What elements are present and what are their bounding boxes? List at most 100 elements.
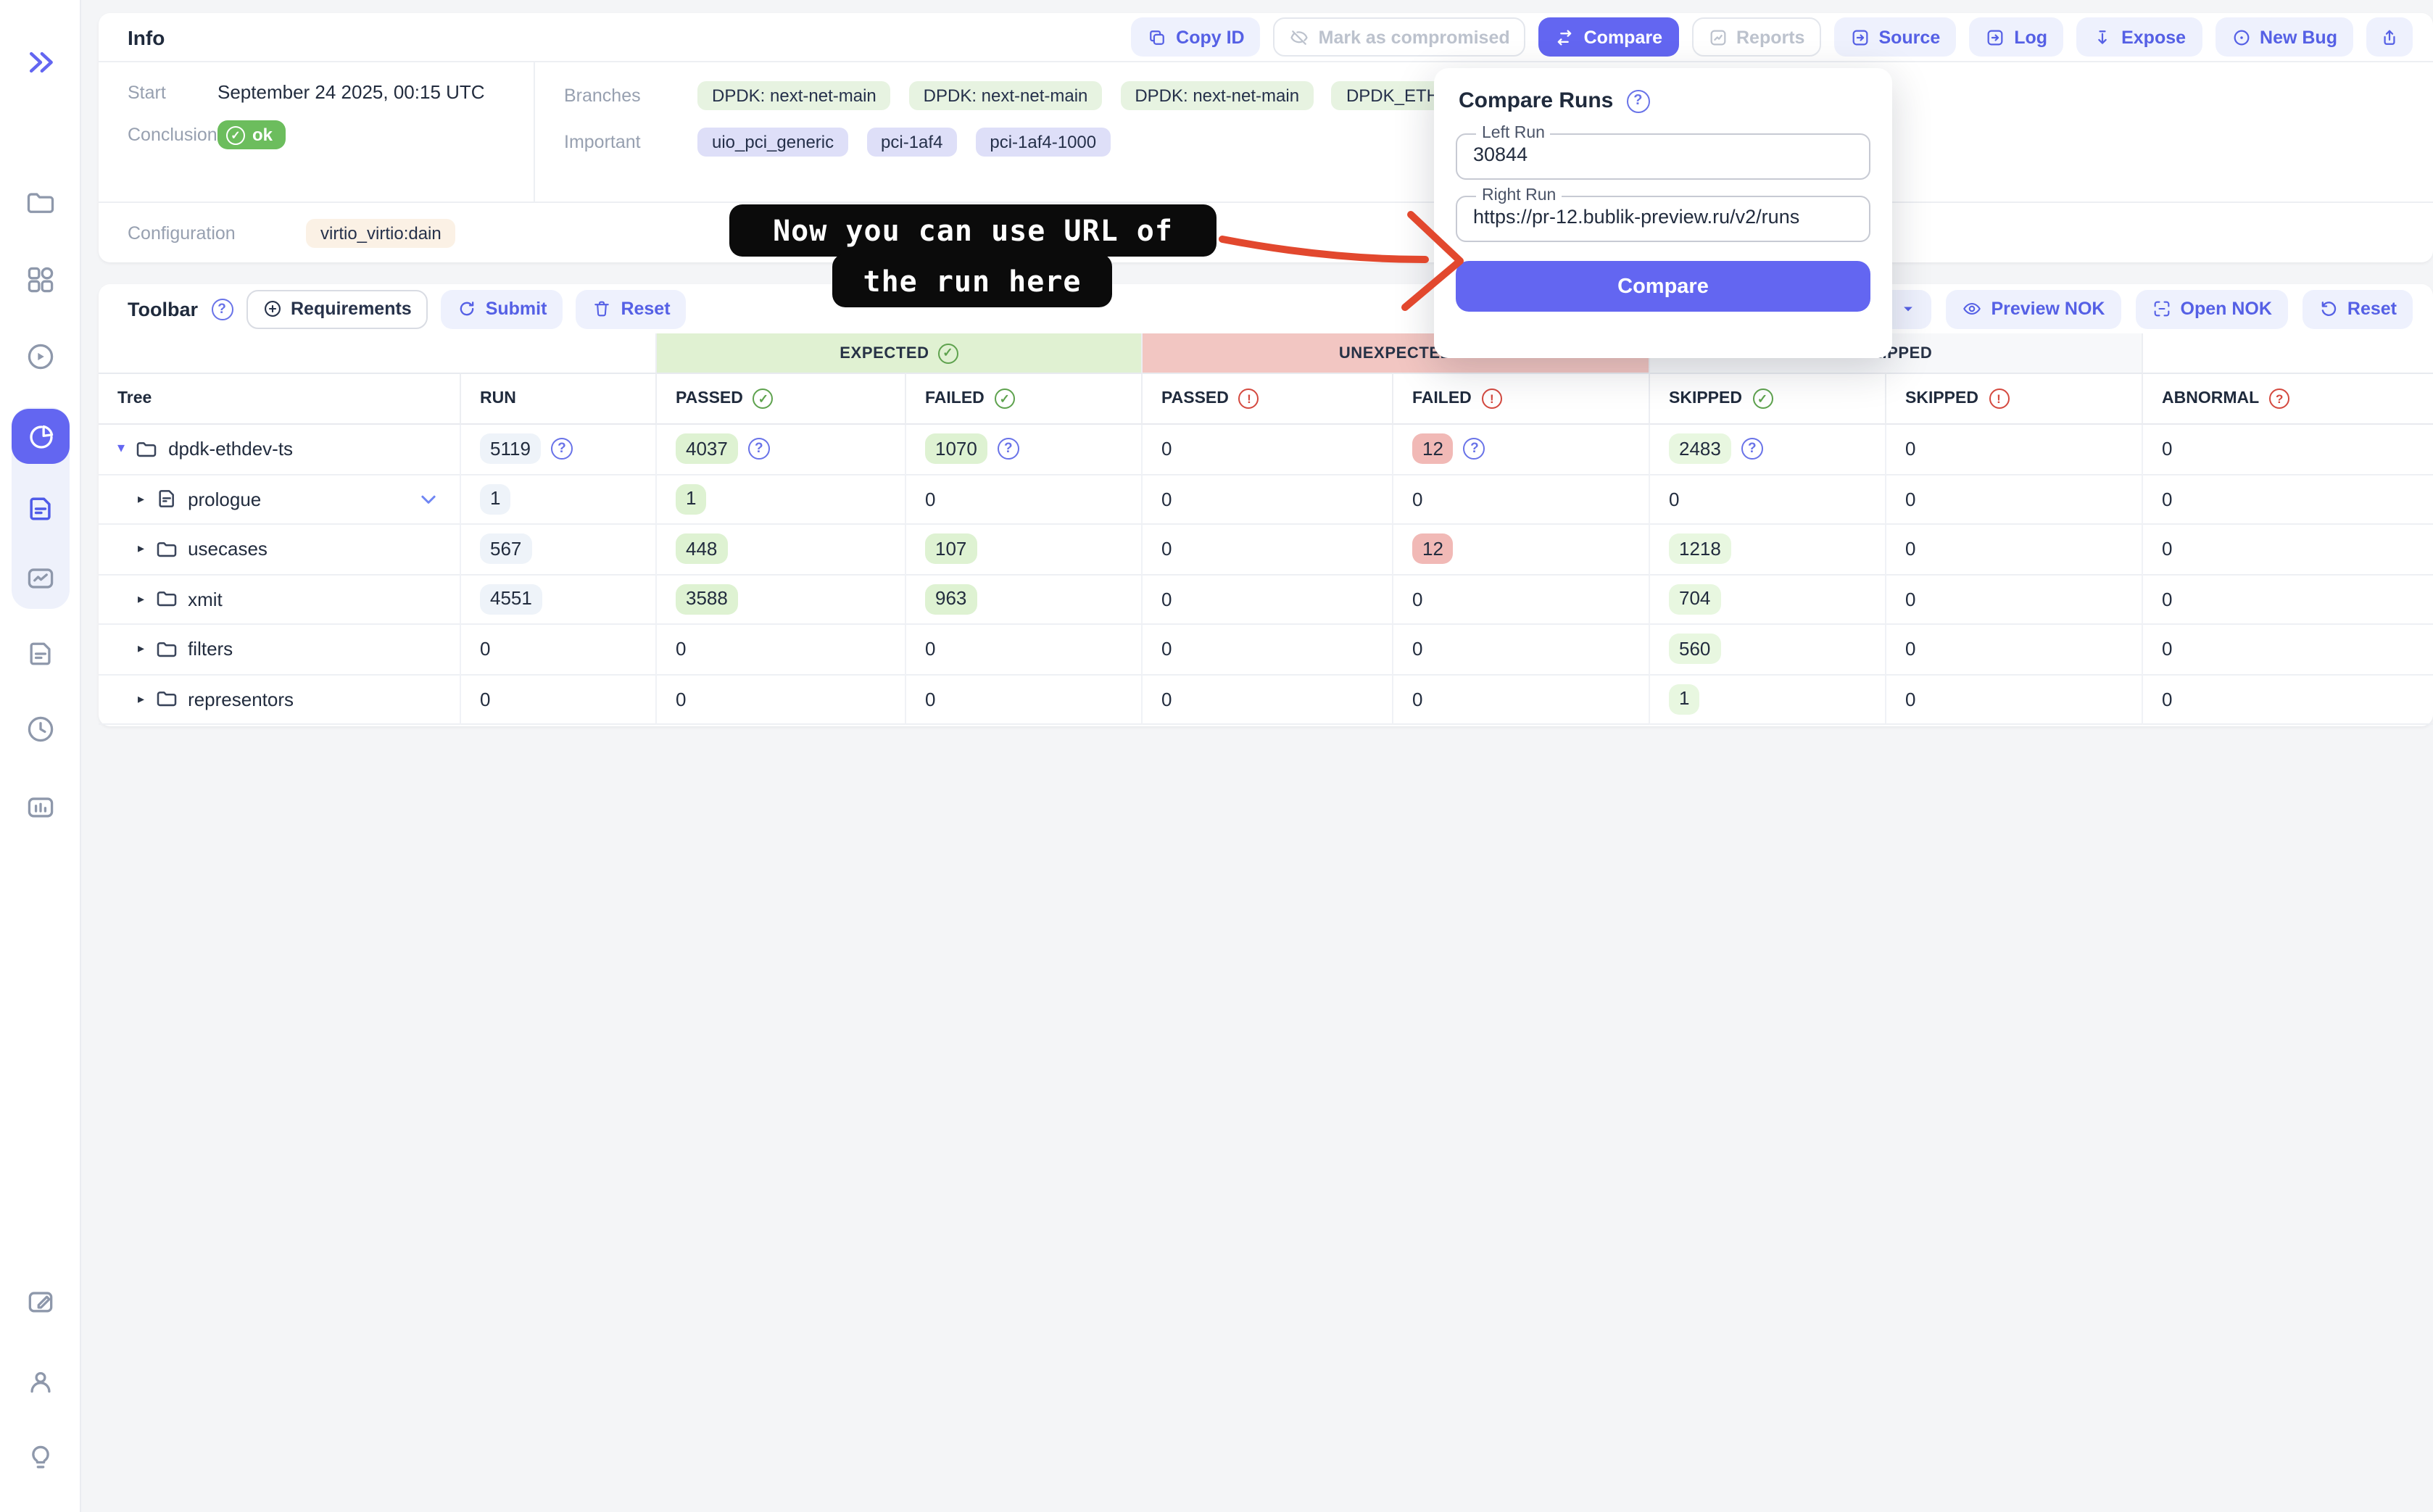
- history-clock-icon[interactable]: [25, 713, 57, 745]
- skipped-expected-badge[interactable]: 2483: [1669, 433, 1731, 465]
- question-circle-icon[interactable]: [747, 438, 770, 460]
- help-icon[interactable]: [1626, 89, 1650, 112]
- page-title: Info: [128, 25, 165, 49]
- abnormal-header: ABNORMAL: [2143, 373, 2433, 425]
- share-button[interactable]: [2366, 17, 2413, 57]
- caret-right-icon[interactable]: [138, 641, 144, 657]
- user-icon[interactable]: [25, 1366, 57, 1397]
- question-circle-icon[interactable]: [550, 438, 573, 460]
- mark-compromised-button[interactable]: Mark as compromised: [1273, 17, 1526, 57]
- important-tag[interactable]: pci-1af4: [866, 128, 958, 157]
- right-run-input[interactable]: https://pr-12.bublik-preview.ru/v2/runs: [1473, 206, 1800, 228]
- passed-expected-badge[interactable]: 4037: [676, 433, 738, 465]
- branch-tag[interactable]: DPDK: next-net-main: [908, 81, 1103, 110]
- expand-sidebar-icon[interactable]: [25, 46, 57, 78]
- passed-expected-badge[interactable]: 3588: [676, 583, 738, 615]
- passed-expected-badge[interactable]: 1: [676, 483, 707, 515]
- skipped-expected-badge[interactable]: 560: [1669, 634, 1721, 665]
- alert-circle-icon: [1989, 389, 2009, 409]
- reset-columns-button[interactable]: Reset: [2302, 289, 2413, 328]
- table-row: representors 0 0 0 0 0 1 0 0: [99, 675, 2433, 725]
- failed-expected-badge[interactable]: 963: [925, 583, 977, 615]
- lightbulb-icon[interactable]: [25, 1442, 57, 1474]
- caret-right-icon[interactable]: [138, 491, 144, 507]
- caret-right-icon[interactable]: [138, 541, 144, 557]
- cell-value: 0: [1161, 488, 1172, 510]
- cell-value: 0: [1412, 588, 1423, 610]
- branch-tag[interactable]: DPDK: next-net-main: [1120, 81, 1314, 110]
- passed-expected-badge[interactable]: 448: [676, 533, 728, 565]
- cell-value: 0: [2162, 688, 2173, 710]
- question-circle-icon[interactable]: [1741, 438, 1763, 460]
- submit-button[interactable]: Submit: [440, 289, 563, 328]
- toolbar-title: Toolbar: [128, 298, 198, 320]
- failed-unexpected-badge[interactable]: 12: [1412, 533, 1454, 565]
- left-run-field[interactable]: Left Run 30844: [1456, 125, 1870, 180]
- new-bug-button[interactable]: New Bug: [2215, 17, 2353, 57]
- reset-button[interactable]: Reset: [576, 289, 687, 328]
- sidebar: [0, 0, 81, 1512]
- run-count-badge[interactable]: 567: [480, 533, 532, 565]
- failed-expected-header: FAILED: [906, 373, 1143, 425]
- check-circle-icon: [753, 389, 774, 409]
- run-count-badge[interactable]: 4551: [480, 583, 542, 615]
- compare-runs-popover: Compare Runs Left Run 30844 Right Run ht…: [1434, 68, 1892, 358]
- conclusion-label: Conclusion: [128, 125, 217, 145]
- tree-node-representors[interactable]: representors: [99, 675, 461, 725]
- question-circle-icon[interactable]: [1463, 438, 1485, 460]
- open-nok-button[interactable]: Open NOK: [2135, 289, 2288, 328]
- caret-right-icon[interactable]: [138, 591, 144, 607]
- left-run-input[interactable]: 30844: [1473, 144, 1528, 165]
- failed-unexpected-badge[interactable]: 12: [1412, 433, 1454, 465]
- cell-value: 0: [1412, 488, 1423, 510]
- compare-button[interactable]: Compare: [1538, 17, 1678, 57]
- run-count-badge[interactable]: 1: [480, 483, 511, 515]
- arrow-box-icon: [1852, 29, 1868, 45]
- preview-nok-button[interactable]: Preview NOK: [1946, 289, 2121, 328]
- question-circle-icon[interactable]: [997, 438, 1019, 460]
- chevron-down-icon[interactable]: [418, 489, 439, 510]
- failed-expected-badge[interactable]: 107: [925, 533, 977, 565]
- important-tag[interactable]: uio_pci_generic: [697, 128, 849, 157]
- caret-down-icon[interactable]: [117, 441, 125, 457]
- check-circle-icon: [937, 343, 958, 363]
- tree-node-xmit[interactable]: xmit: [99, 575, 461, 625]
- failed-expected-badge[interactable]: 1070: [925, 433, 987, 465]
- right-run-field[interactable]: Right Run https://pr-12.bublik-preview.r…: [1456, 187, 1870, 242]
- play-circle-icon[interactable]: [25, 341, 57, 373]
- requirements-button[interactable]: Requirements: [246, 289, 428, 328]
- compose-edit-icon[interactable]: [25, 1286, 57, 1318]
- tree-node-filters[interactable]: filters: [99, 625, 461, 675]
- help-icon[interactable]: [211, 298, 233, 320]
- cell-value: 0: [1905, 488, 1916, 510]
- log-button[interactable]: Log: [1969, 17, 2064, 57]
- tree-node-dpdk-ethdev-ts[interactable]: dpdk-ethdev-ts: [99, 425, 461, 475]
- expose-button[interactable]: Expose: [2076, 17, 2202, 57]
- skipped-expected-badge[interactable]: 1: [1669, 684, 1700, 715]
- skipped-expected-badge[interactable]: 1218: [1669, 533, 1731, 565]
- cell-value: 0: [1412, 688, 1423, 710]
- folder-icon[interactable]: [25, 187, 57, 219]
- caret-right-icon[interactable]: [138, 691, 144, 707]
- copy-id-button[interactable]: Copy ID: [1131, 17, 1261, 57]
- check-circle-icon: [1752, 389, 1773, 409]
- pie-chart-icon[interactable]: [12, 409, 70, 464]
- bar-chart-icon[interactable]: [25, 792, 57, 823]
- document-icon[interactable]: [25, 638, 57, 670]
- results-column-header-row: Tree RUN PASSED FAILED PASSED FAILED SKI…: [99, 373, 2433, 425]
- log-document-icon[interactable]: [25, 493, 57, 525]
- tree-node-usecases[interactable]: usecases: [99, 525, 461, 575]
- run-count-badge[interactable]: 5119: [480, 433, 541, 465]
- important-tag[interactable]: pci-1af4-1000: [975, 128, 1111, 157]
- skipped-expected-badge[interactable]: 704: [1669, 583, 1721, 615]
- branch-tag[interactable]: DPDK: next-net-main: [697, 81, 891, 110]
- cell-value: 0: [1905, 638, 1916, 660]
- configuration-tag[interactable]: virtio_virtio:dain: [306, 218, 456, 247]
- reports-button[interactable]: Reports: [1691, 17, 1821, 57]
- source-button[interactable]: Source: [1833, 17, 1957, 57]
- check-circle-icon: ✓: [226, 125, 245, 144]
- trend-chart-icon[interactable]: [25, 562, 57, 594]
- tree-node-prologue[interactable]: prologue: [99, 475, 461, 525]
- popover-compare-button[interactable]: Compare: [1456, 261, 1870, 312]
- dashboard-grid-icon[interactable]: [25, 264, 57, 296]
